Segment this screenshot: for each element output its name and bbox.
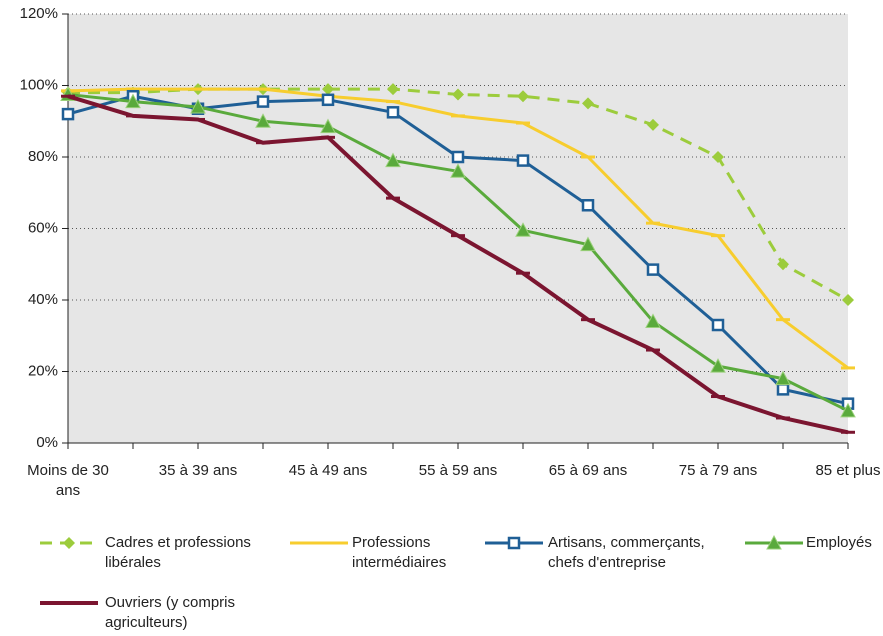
marker — [385, 152, 401, 168]
marker — [581, 199, 595, 212]
marker — [516, 154, 530, 167]
y-tick-label: 40% — [28, 291, 58, 308]
y-tick-label: 60% — [28, 219, 58, 236]
marker — [517, 90, 529, 103]
y-tick-label: 80% — [28, 148, 58, 165]
y-tick-label: 100% — [20, 76, 58, 93]
marker — [766, 534, 782, 550]
marker — [63, 537, 75, 549]
marker — [450, 163, 466, 178]
marker — [775, 370, 791, 386]
legend-label: Ouvriers (y compris agriculteurs) — [105, 594, 236, 631]
marker — [321, 93, 335, 107]
marker — [322, 83, 334, 96]
x-tick-label: 85 et plus — [815, 462, 881, 479]
marker — [515, 222, 531, 237]
y-tick-label: 120% — [20, 5, 58, 22]
marker — [776, 383, 790, 396]
x-tick-label: 65 à 69 ans — [548, 462, 628, 479]
legend-label: Artisans, commerçants, chefs d'entrepris… — [548, 534, 705, 571]
x-tick-label: 55 à 59 ans — [418, 462, 498, 479]
marker — [452, 88, 464, 101]
marker — [387, 83, 399, 96]
y-tick-label: 20% — [28, 362, 58, 379]
legend-marker — [766, 534, 782, 550]
marker — [61, 107, 75, 121]
marker — [712, 151, 724, 163]
x-tick-label: 45 à 49 ans — [288, 462, 368, 479]
marker — [711, 318, 725, 332]
marker — [507, 536, 521, 550]
marker — [125, 93, 141, 109]
marker — [840, 402, 856, 418]
marker — [645, 313, 661, 328]
marker — [451, 150, 465, 164]
y-tick-label: 0% — [36, 434, 58, 451]
x-tick-label: 75 à 79 ans — [678, 462, 758, 479]
marker — [255, 113, 271, 128]
marker — [646, 263, 660, 276]
legend-marker — [63, 537, 75, 549]
legend-marker — [507, 536, 521, 550]
marker — [256, 95, 270, 108]
marker — [777, 258, 789, 271]
marker — [582, 97, 594, 110]
marker — [647, 118, 659, 131]
legend-label: Employés — [806, 534, 872, 551]
marker — [190, 98, 206, 114]
marker — [320, 118, 336, 134]
x-tick-label: Moins de 30 ans — [27, 462, 109, 499]
x-tick-label: 35 à 39 ans — [158, 462, 238, 479]
marker — [386, 106, 400, 119]
legend-label: Cadres et professions libérales — [105, 534, 251, 571]
marker — [842, 294, 854, 306]
legend-label: Professions intermédiaires — [352, 534, 447, 571]
marker — [580, 236, 596, 252]
marker — [710, 358, 726, 373]
